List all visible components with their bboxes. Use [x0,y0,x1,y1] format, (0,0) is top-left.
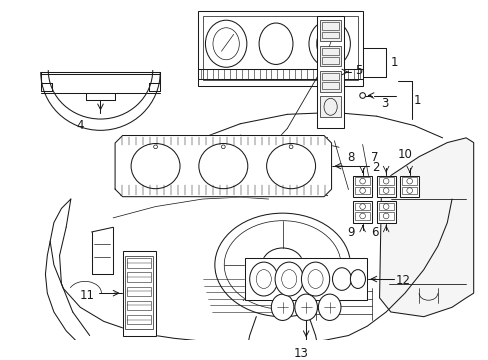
Text: 4: 4 [76,119,83,132]
Text: 2: 2 [371,162,379,175]
Text: 13: 13 [293,347,308,360]
Text: 12: 12 [395,274,410,287]
Text: 3: 3 [381,98,388,111]
Bar [320,46,340,66]
Bar [202,15,357,80]
Bar [401,187,416,194]
Bar [354,212,369,220]
Bar [354,187,369,194]
Ellipse shape [332,268,350,290]
Ellipse shape [214,213,350,317]
Bar [376,201,395,222]
Bar [322,82,338,89]
Bar [317,15,343,129]
Bar [378,187,393,194]
Bar [127,287,150,296]
Polygon shape [379,138,473,317]
Bar [378,203,393,210]
Text: 6: 6 [370,226,378,239]
Bar [322,57,338,63]
Bar [378,177,393,185]
Bar [127,258,150,268]
Bar [198,11,362,86]
Bar [320,20,340,41]
Polygon shape [352,176,371,197]
Bar [352,176,371,197]
Ellipse shape [262,248,303,282]
Bar [401,177,416,185]
Text: 10: 10 [397,148,411,161]
Polygon shape [122,251,155,336]
Bar [352,201,371,222]
Text: 7: 7 [370,151,378,164]
Ellipse shape [275,262,303,296]
Ellipse shape [266,144,315,189]
Polygon shape [376,201,395,222]
Bar [127,273,150,282]
Bar [354,177,369,185]
Bar [322,48,338,55]
Ellipse shape [294,294,317,320]
Bar [122,251,155,336]
Ellipse shape [271,294,293,320]
Bar [127,301,150,310]
Bar [400,176,418,197]
Text: 9: 9 [347,226,354,239]
Polygon shape [400,176,418,197]
Bar [322,73,338,80]
Bar [322,32,338,38]
Text: 1: 1 [390,56,398,69]
Ellipse shape [350,270,365,288]
Bar [320,71,340,92]
Bar [125,256,152,329]
Bar [244,258,366,300]
Text: 1: 1 [412,94,420,107]
Polygon shape [244,258,366,300]
Ellipse shape [318,294,340,320]
Bar [320,96,340,117]
Polygon shape [376,176,395,197]
Ellipse shape [131,144,180,189]
Bar [127,315,150,324]
Ellipse shape [301,262,329,296]
Bar [376,176,395,197]
Polygon shape [115,135,331,197]
Text: 5: 5 [354,64,362,77]
Bar [378,212,393,220]
Ellipse shape [199,144,247,189]
Ellipse shape [249,262,277,296]
Bar [322,22,338,30]
Text: 8: 8 [347,151,354,164]
Text: 11: 11 [79,289,94,302]
Polygon shape [352,201,371,222]
Bar [354,203,369,210]
